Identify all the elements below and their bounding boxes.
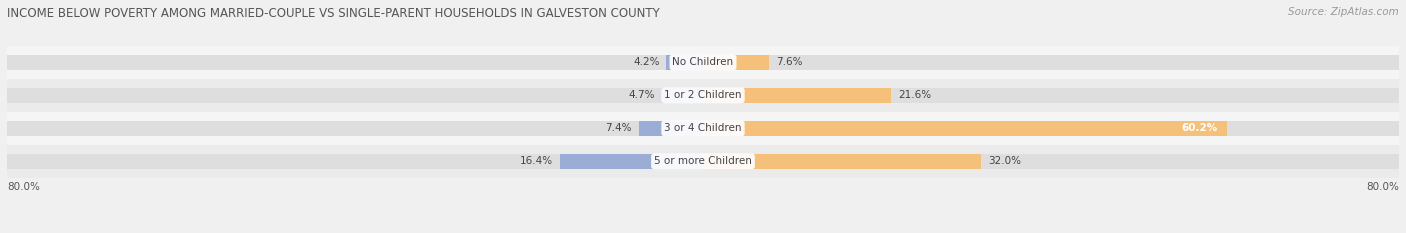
Bar — [7, 46, 1399, 79]
Bar — [7, 79, 1399, 112]
Text: 60.2%: 60.2% — [1182, 123, 1218, 133]
Text: 1 or 2 Children: 1 or 2 Children — [664, 90, 742, 100]
Text: No Children: No Children — [672, 57, 734, 67]
Bar — [703, 55, 769, 70]
Legend: Married Couples, Single Parents: Married Couples, Single Parents — [591, 230, 815, 233]
Text: 4.7%: 4.7% — [628, 90, 655, 100]
Bar — [561, 154, 703, 169]
Bar — [703, 154, 981, 169]
Text: 32.0%: 32.0% — [988, 156, 1021, 166]
Bar — [662, 88, 703, 103]
Bar — [7, 154, 1399, 169]
Bar — [7, 88, 1399, 103]
Bar — [7, 55, 1399, 70]
Bar — [703, 121, 1226, 136]
Text: 80.0%: 80.0% — [7, 182, 39, 192]
Text: 4.2%: 4.2% — [633, 57, 659, 67]
Bar — [7, 112, 1399, 145]
Text: 3 or 4 Children: 3 or 4 Children — [664, 123, 742, 133]
Text: 16.4%: 16.4% — [520, 156, 554, 166]
Text: 7.4%: 7.4% — [605, 123, 631, 133]
Bar — [703, 88, 891, 103]
Text: 21.6%: 21.6% — [898, 90, 931, 100]
Text: 7.6%: 7.6% — [776, 57, 803, 67]
Text: 80.0%: 80.0% — [1367, 182, 1399, 192]
Text: INCOME BELOW POVERTY AMONG MARRIED-COUPLE VS SINGLE-PARENT HOUSEHOLDS IN GALVEST: INCOME BELOW POVERTY AMONG MARRIED-COUPL… — [7, 7, 659, 20]
Text: Source: ZipAtlas.com: Source: ZipAtlas.com — [1288, 7, 1399, 17]
Bar — [7, 121, 1399, 136]
Bar — [7, 145, 1399, 178]
Bar — [638, 121, 703, 136]
Bar — [666, 55, 703, 70]
Text: 5 or more Children: 5 or more Children — [654, 156, 752, 166]
